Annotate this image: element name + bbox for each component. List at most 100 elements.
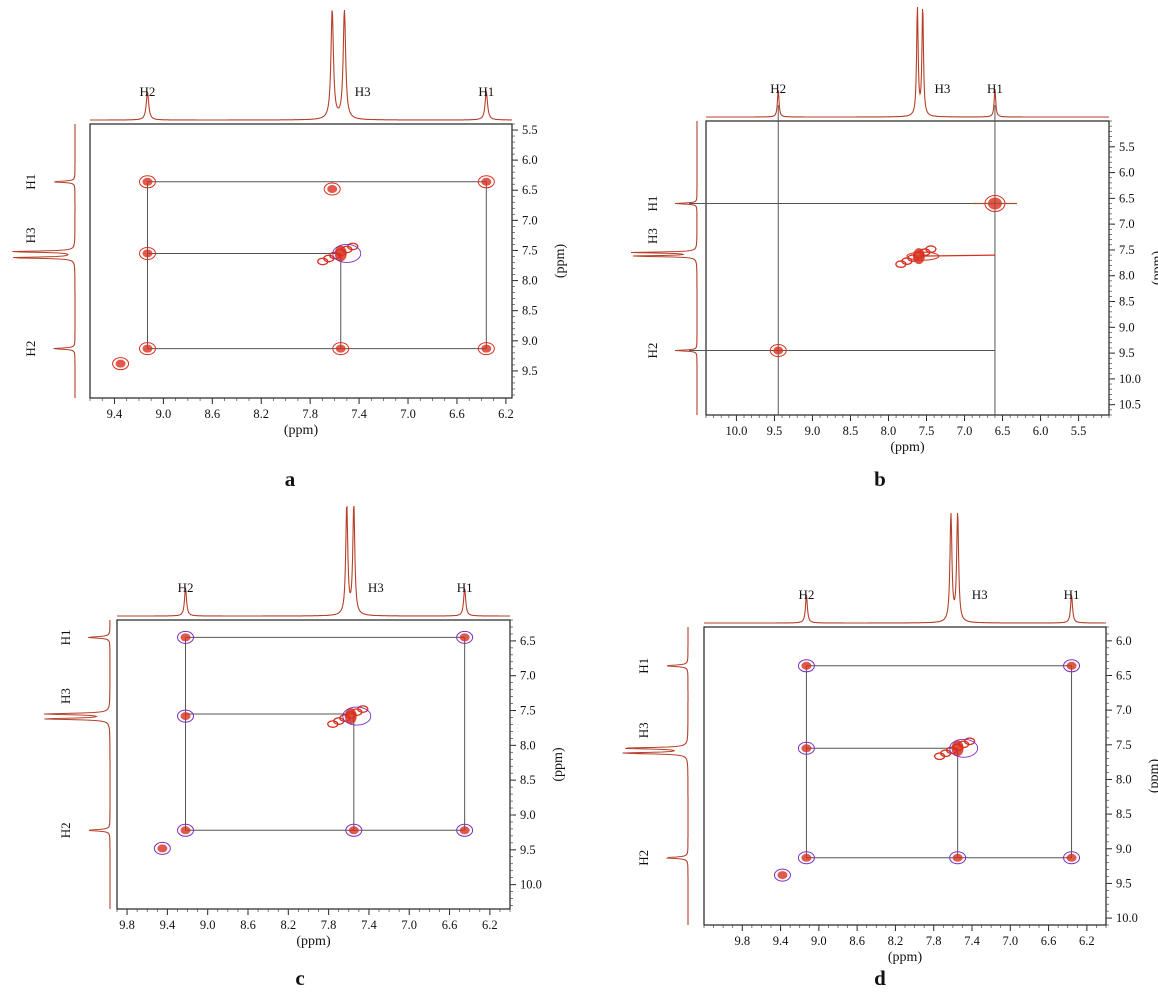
cross-peak xyxy=(481,344,492,353)
y-tick-label: 7.5 xyxy=(522,243,538,257)
diagonal-peak-cluster xyxy=(895,245,940,268)
y-tick-label: 9.0 xyxy=(1119,320,1135,334)
x-tick-label: 9.5 xyxy=(767,424,783,438)
x-axis-label: (ppm) xyxy=(888,950,923,965)
x-tick-label: 8.6 xyxy=(849,934,865,948)
contour-core xyxy=(951,740,964,757)
y-tick-label: 10.5 xyxy=(1119,398,1141,412)
peak-label-left: H1 xyxy=(58,629,73,645)
y-tick-label: 7.0 xyxy=(1119,217,1135,231)
panel-label: a xyxy=(285,467,296,491)
cross-peak xyxy=(180,712,191,721)
x-tick-label: 9.0 xyxy=(200,918,216,932)
x-tick-label: 8.5 xyxy=(843,424,859,438)
diagonal-peak-cluster xyxy=(317,242,362,266)
y-tick-label: 7.5 xyxy=(1119,243,1135,257)
x-tick-label: 7.0 xyxy=(957,424,973,438)
cross-peak xyxy=(773,346,784,355)
x-tick-label: 6.2 xyxy=(1079,934,1095,948)
contour-ring xyxy=(332,342,350,356)
peak-label-left: H2 xyxy=(58,822,73,838)
contour-ring-secondary xyxy=(949,738,979,758)
contour-ring xyxy=(177,823,195,837)
cross-peak xyxy=(481,177,492,186)
y-tick-label: 6.5 xyxy=(522,183,538,197)
diagonal-peak-cluster xyxy=(933,737,979,761)
x-tick-label: 6.5 xyxy=(995,424,1011,438)
x-tick-label: 6.6 xyxy=(449,407,465,421)
cross-peak xyxy=(801,853,812,862)
contour-ring xyxy=(153,841,171,855)
peak-label-top: H1 xyxy=(457,580,473,595)
x-tick-label: 8.2 xyxy=(888,934,904,948)
x-tick-label: 8.2 xyxy=(280,918,296,932)
contour-core xyxy=(344,708,357,725)
y-axis-label: (ppm) xyxy=(551,747,566,782)
peak-label-left: H3 xyxy=(636,722,651,738)
y-tick-label: 8.5 xyxy=(520,773,536,787)
cross-peak xyxy=(335,344,346,353)
cross-peak xyxy=(180,826,191,835)
x-tick-label: 7.0 xyxy=(400,407,416,421)
x-tick-label: 7.0 xyxy=(401,918,417,932)
cross-peak xyxy=(348,826,359,835)
x-tick-label: 7.8 xyxy=(302,407,318,421)
y-tick-label: 10.0 xyxy=(1119,372,1141,386)
contour-ring xyxy=(1063,659,1081,673)
cross-peak xyxy=(142,249,153,258)
peak-label-top: H2 xyxy=(178,580,194,595)
top-projection-spectrum xyxy=(90,9,512,121)
contour-ring xyxy=(477,342,495,356)
x-tick-label: 9.0 xyxy=(156,407,172,421)
contour-core xyxy=(912,248,925,265)
contour-ring xyxy=(347,242,359,251)
peak-label-top: H2 xyxy=(770,81,786,96)
y-tick-label: 7.5 xyxy=(520,704,536,718)
x-axis-label: (ppm) xyxy=(296,934,331,949)
cross-peak xyxy=(327,185,338,194)
x-tick-label: 9.4 xyxy=(107,407,123,421)
contour-ring xyxy=(456,823,474,837)
panel-d: 9.8 9.4 9.0 8.6 8.2 7.8 7.4 7.0 6.6 6.2 (ppm) 6.0 6.… xyxy=(622,512,1158,990)
x-tick-label: 9.0 xyxy=(805,424,821,438)
contour-ring xyxy=(138,342,156,356)
x-tick-label: 6.0 xyxy=(1033,424,1049,438)
cross-peak xyxy=(801,744,812,753)
x-axis-label: (ppm) xyxy=(284,423,319,438)
cross-peak xyxy=(1066,661,1077,670)
y-tick-label: 10.0 xyxy=(1116,911,1138,925)
peak-label-left: H1 xyxy=(636,658,651,674)
peak-label-left: H3 xyxy=(645,228,660,244)
x-tick-label: 7.0 xyxy=(1002,934,1018,948)
cross-peak xyxy=(801,661,812,670)
x-tick-label: 6.2 xyxy=(482,918,498,932)
y-tick-label: 9.0 xyxy=(1116,842,1132,856)
contour-ring xyxy=(112,357,130,371)
x-tick-label: 7.4 xyxy=(964,934,980,948)
cross-peak xyxy=(142,344,153,353)
panel-label: c xyxy=(295,966,304,990)
panel-label: d xyxy=(874,966,886,990)
y-tick-label: 6.5 xyxy=(520,634,536,648)
x-tick-label: 8.6 xyxy=(205,407,221,421)
x-tick-label: 6.6 xyxy=(1041,934,1057,948)
contour-ring xyxy=(138,246,156,260)
y-tick-label: 7.0 xyxy=(1116,703,1132,717)
cross-peak xyxy=(180,633,191,642)
peak-label-top: H3 xyxy=(934,81,950,96)
left-projection-spectrum xyxy=(630,121,698,415)
cross-peak xyxy=(157,844,168,853)
contour-ring xyxy=(456,630,474,644)
contour-ring xyxy=(797,851,815,865)
contour-ring xyxy=(138,175,156,189)
contour-ring xyxy=(323,182,341,196)
y-tick-label: 7.0 xyxy=(520,669,536,683)
x-tick-label: 7.4 xyxy=(351,407,367,421)
y-tick-label: 7.0 xyxy=(522,213,538,227)
peak-label-top: H2 xyxy=(140,84,156,99)
contour-ring-secondary xyxy=(332,244,362,263)
y-tick-label: 9.0 xyxy=(520,808,536,822)
panel-b: 10.0 9.5 9.0 8.5 8.0 7.5 7.0 6.5 6.0 5.5 (ppm) 5.5 6… xyxy=(630,6,1158,491)
contour-ring xyxy=(345,823,363,837)
contour-ring-secondary xyxy=(342,706,372,726)
